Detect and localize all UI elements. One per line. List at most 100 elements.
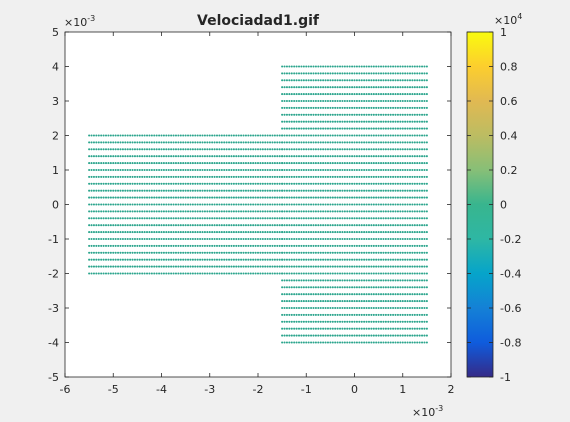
data-point xyxy=(153,203,156,206)
data-point xyxy=(394,258,397,261)
data-point xyxy=(189,168,192,172)
data-point xyxy=(305,120,308,123)
data-point xyxy=(254,265,257,268)
data-point xyxy=(310,300,313,303)
data-point xyxy=(348,196,351,199)
data-point xyxy=(425,320,428,323)
data-point xyxy=(300,334,303,337)
data-point xyxy=(145,237,149,241)
data-point xyxy=(399,148,402,151)
data-point xyxy=(346,251,349,254)
data-point xyxy=(326,141,330,144)
data-point xyxy=(418,182,421,185)
data-point xyxy=(295,113,298,116)
data-point xyxy=(288,113,291,116)
data-point xyxy=(273,272,276,275)
data-point xyxy=(293,279,296,282)
data-point xyxy=(133,134,137,137)
data-point xyxy=(384,279,387,282)
data-point xyxy=(404,320,407,323)
data-point xyxy=(232,217,235,220)
colorbar[interactable] xyxy=(466,31,494,378)
data-point xyxy=(351,258,354,261)
data-point xyxy=(319,293,322,296)
data-point xyxy=(290,182,293,185)
data-point xyxy=(201,237,204,241)
data-point xyxy=(399,93,402,96)
data-point xyxy=(389,203,392,206)
data-point xyxy=(355,306,358,310)
data-point xyxy=(97,141,100,144)
data-point xyxy=(372,258,375,261)
data-point xyxy=(375,265,378,268)
data-point xyxy=(232,168,235,172)
data-point xyxy=(411,334,414,337)
data-point xyxy=(283,279,286,282)
data-point xyxy=(334,162,337,165)
data-point xyxy=(235,203,238,206)
data-point xyxy=(334,327,337,330)
data-point xyxy=(370,189,373,192)
data-point xyxy=(228,162,231,165)
data-point xyxy=(416,272,419,275)
data-point xyxy=(353,79,356,82)
data-point xyxy=(338,141,342,144)
data-point xyxy=(302,224,305,227)
data-point xyxy=(379,217,383,220)
data-point xyxy=(126,258,129,261)
data-point xyxy=(317,231,320,234)
data-point xyxy=(367,279,371,282)
data-point xyxy=(307,327,310,330)
data-point xyxy=(252,182,255,185)
data-point xyxy=(408,93,412,96)
data-point xyxy=(225,210,228,213)
data-point xyxy=(148,168,151,172)
data-point xyxy=(114,244,117,247)
data-point xyxy=(399,141,402,144)
data-point xyxy=(336,320,339,323)
data-point xyxy=(288,286,291,289)
data-point xyxy=(92,244,95,247)
colorbar-tick-label: -1 xyxy=(500,371,511,384)
data-point xyxy=(379,258,383,261)
data-point xyxy=(307,72,310,75)
data-point xyxy=(375,210,378,213)
data-point xyxy=(97,231,100,234)
data-point xyxy=(404,279,407,282)
data-point xyxy=(355,134,358,137)
data-point xyxy=(421,168,424,172)
data-point xyxy=(384,168,387,172)
data-point xyxy=(348,155,351,158)
data-point xyxy=(425,168,428,172)
data-point xyxy=(254,196,257,199)
data-point xyxy=(261,141,264,144)
data-point xyxy=(259,196,262,199)
data-point xyxy=(317,313,320,316)
data-point xyxy=(213,175,216,178)
data-point xyxy=(336,189,339,192)
data-point xyxy=(326,65,330,68)
data-point xyxy=(338,217,342,220)
colorbar-scale-base: ×10 xyxy=(494,14,517,27)
data-point xyxy=(256,272,260,275)
data-point xyxy=(379,334,383,337)
data-point xyxy=(213,231,216,234)
data-point xyxy=(382,231,385,234)
data-point xyxy=(211,134,214,137)
data-point xyxy=(411,293,414,296)
data-point xyxy=(90,203,93,206)
data-point xyxy=(363,217,366,220)
data-point xyxy=(338,203,342,206)
data-point xyxy=(230,175,233,178)
data-point xyxy=(348,300,351,303)
data-point xyxy=(423,113,426,116)
data-point xyxy=(394,306,397,310)
data-point xyxy=(394,210,397,213)
data-point xyxy=(160,182,163,185)
data-point xyxy=(423,141,426,144)
data-point xyxy=(351,141,354,144)
data-point xyxy=(421,155,424,158)
data-point xyxy=(317,141,320,144)
data-point xyxy=(416,231,419,234)
data-point xyxy=(266,182,269,185)
